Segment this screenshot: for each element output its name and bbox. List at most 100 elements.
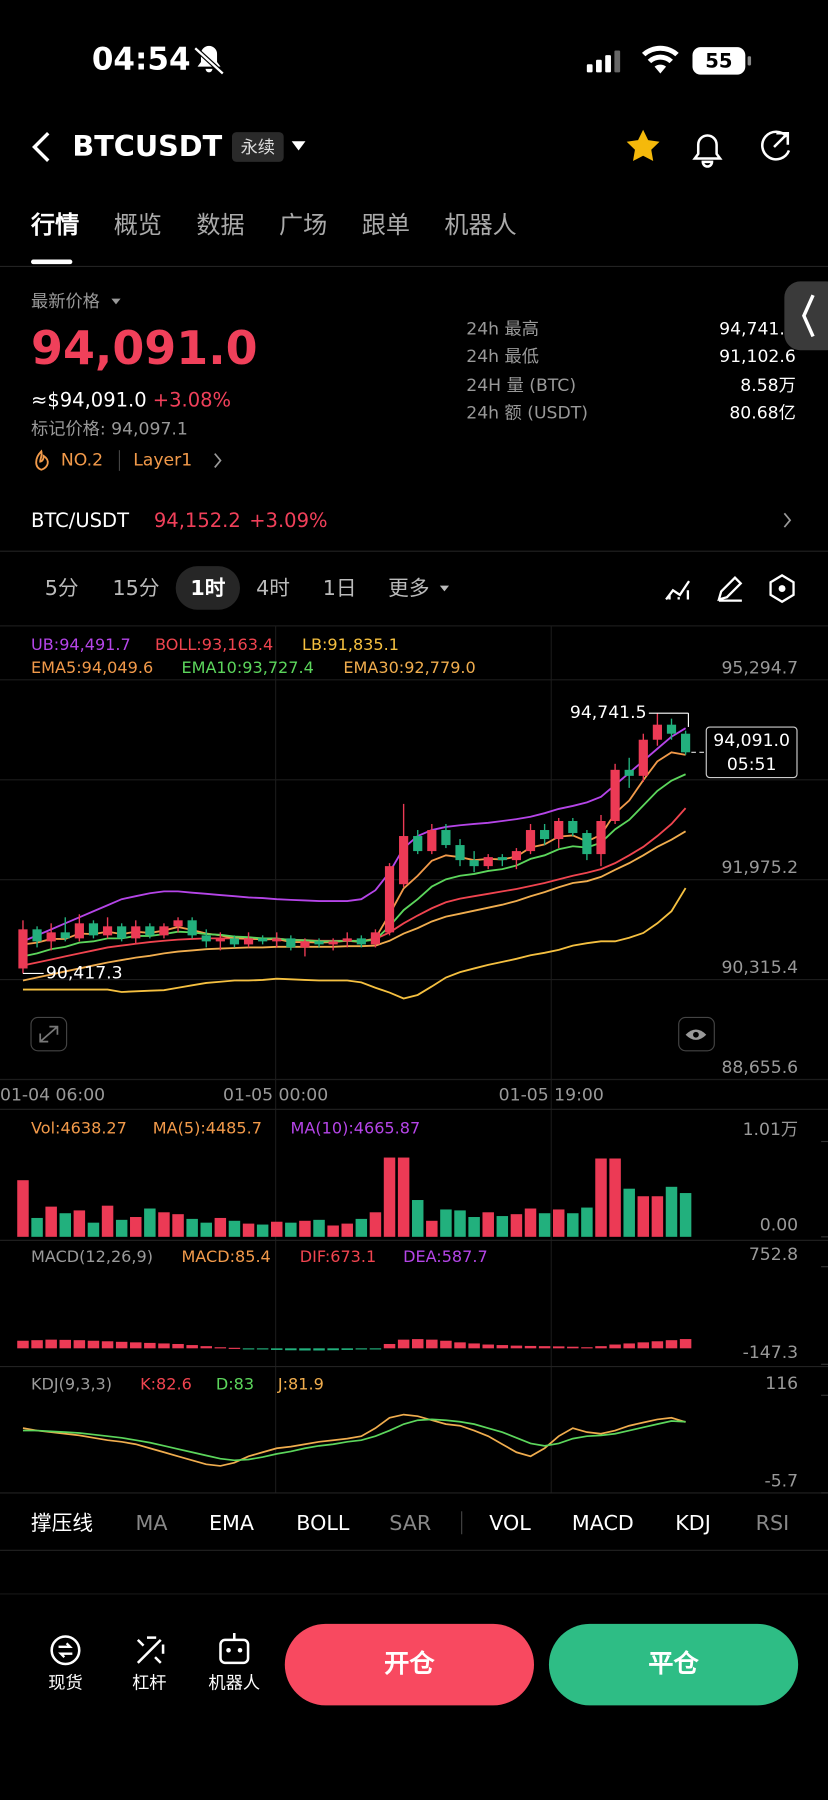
candle-body [187, 920, 197, 936]
tab[interactable]: 数据 [196, 211, 244, 239]
leverage-icon[interactable] [136, 1636, 165, 1664]
side-drawer-handle[interactable] [784, 281, 828, 351]
share-button[interactable] [761, 130, 791, 161]
indicator-tab[interactable]: MACD [572, 1511, 634, 1535]
symbol[interactable]: BTCUSDT [72, 129, 222, 163]
symbol-dropdown[interactable] [291, 141, 306, 151]
candle-body [117, 926, 127, 939]
close-position-button[interactable] [548, 1623, 799, 1706]
spot-pair[interactable]: BTC/USDT [31, 509, 129, 532]
interval[interactable]: 1时 [190, 576, 225, 600]
volume-bar [17, 1180, 29, 1237]
indicator-button[interactable] [665, 580, 690, 601]
legend-entry: DIF:673.1 [300, 1247, 377, 1266]
close-position-label[interactable]: 平仓 [648, 1649, 699, 1678]
volume-bar [200, 1222, 212, 1237]
rank-chevron[interactable] [214, 453, 222, 468]
interval[interactable]: 15分 [113, 576, 160, 600]
candle-body [624, 769, 634, 776]
open-position-label[interactable]: 开仓 [384, 1649, 435, 1678]
bottom-nav-label[interactable]: 机器人 [208, 1674, 260, 1694]
macd-bar [144, 1342, 156, 1349]
candle-body [328, 941, 338, 945]
volume-bar [242, 1223, 255, 1237]
price-type-dropdown[interactable] [111, 298, 121, 305]
candle-body [272, 938, 282, 942]
alert-bell[interactable] [692, 134, 723, 168]
indicator-tab[interactable]: MA [136, 1511, 168, 1535]
macd-bar [510, 1345, 523, 1349]
volume-bar [609, 1158, 621, 1237]
volume-bar [228, 1220, 241, 1237]
indicator-tab[interactable]: SAR [389, 1511, 431, 1535]
macd-bar [552, 1346, 565, 1349]
tab[interactable]: 概览 [114, 211, 162, 239]
volume-bar [397, 1157, 410, 1237]
candle-body [32, 929, 42, 942]
volume-bar [31, 1217, 43, 1237]
volume-bar [59, 1213, 72, 1237]
interval[interactable]: 1日 [323, 576, 357, 600]
interval[interactable]: 更多 [388, 576, 429, 600]
macd-bar [200, 1346, 212, 1349]
indicator-tab[interactable]: EMA [209, 1511, 254, 1535]
draw-button[interactable] [717, 576, 743, 602]
candle-body [74, 923, 84, 939]
volume-bar [482, 1212, 494, 1237]
candle-body [638, 739, 648, 776]
macd-bar [101, 1341, 114, 1349]
visibility-button[interactable] [678, 1016, 715, 1052]
indicator-tab[interactable]: RSI [756, 1511, 790, 1535]
spot-icon[interactable] [50, 1635, 81, 1666]
stat-label: 24H 量 (BTC) [466, 376, 576, 396]
interval-selected-bg [175, 566, 241, 610]
indicator-tab[interactable]: VOL [489, 1511, 531, 1535]
battery-level: 55 [705, 50, 732, 73]
macd-bar [567, 1346, 579, 1349]
signal-bar [586, 64, 593, 73]
macd-bar [341, 1348, 353, 1350]
legend-entry: Vol:4638.27 [31, 1118, 127, 1137]
signal-bar [614, 50, 621, 73]
candle-body [18, 929, 28, 969]
macd-bar [285, 1348, 297, 1351]
more-dropdown [439, 585, 450, 592]
spot-chevron[interactable] [783, 512, 792, 528]
legend-entry: UB:94,491.7 [31, 635, 131, 654]
y-tick-label: 90,315.4 [721, 958, 798, 978]
favorite-star[interactable] [626, 129, 660, 162]
tab[interactable]: 广场 [279, 211, 327, 239]
interval[interactable]: 4时 [256, 576, 290, 600]
macd-bar [355, 1348, 368, 1350]
tab[interactable]: 机器人 [444, 211, 516, 239]
mute-slash [194, 47, 224, 75]
bottom-nav-label[interactable]: 杠杆 [132, 1674, 166, 1694]
macd-bar [186, 1345, 198, 1349]
tab[interactable]: 跟单 [362, 211, 410, 239]
badge-bg [231, 132, 284, 162]
macd-bar [130, 1342, 142, 1349]
back-button[interactable] [32, 131, 50, 162]
battery [692, 47, 746, 75]
stat-label: 24h 额 (USDT) [466, 403, 588, 423]
settings-dot [778, 585, 786, 592]
indicator-tab[interactable]: KDJ [675, 1511, 711, 1535]
bottom-nav-label[interactable]: 现货 [48, 1674, 82, 1694]
macd-bar [299, 1348, 311, 1351]
volume-bar [186, 1218, 198, 1237]
settings-button[interactable] [769, 574, 795, 604]
volume-bar [665, 1186, 678, 1237]
kdj-line [22, 1413, 686, 1467]
expand-button[interactable] [30, 1016, 68, 1052]
indicator-tab[interactable]: 撑压线 [31, 1511, 93, 1535]
legend-entry: MACD(12,26,9) [31, 1247, 153, 1266]
status-icons [193, 45, 752, 76]
interval[interactable]: 5分 [45, 576, 79, 600]
open-position-button[interactable] [284, 1623, 535, 1706]
y-tick-label: 116 [765, 1374, 798, 1394]
volume-bar [355, 1218, 368, 1237]
indicator-tab[interactable]: BOLL [296, 1511, 350, 1535]
tab[interactable]: 行情 [30, 211, 79, 239]
